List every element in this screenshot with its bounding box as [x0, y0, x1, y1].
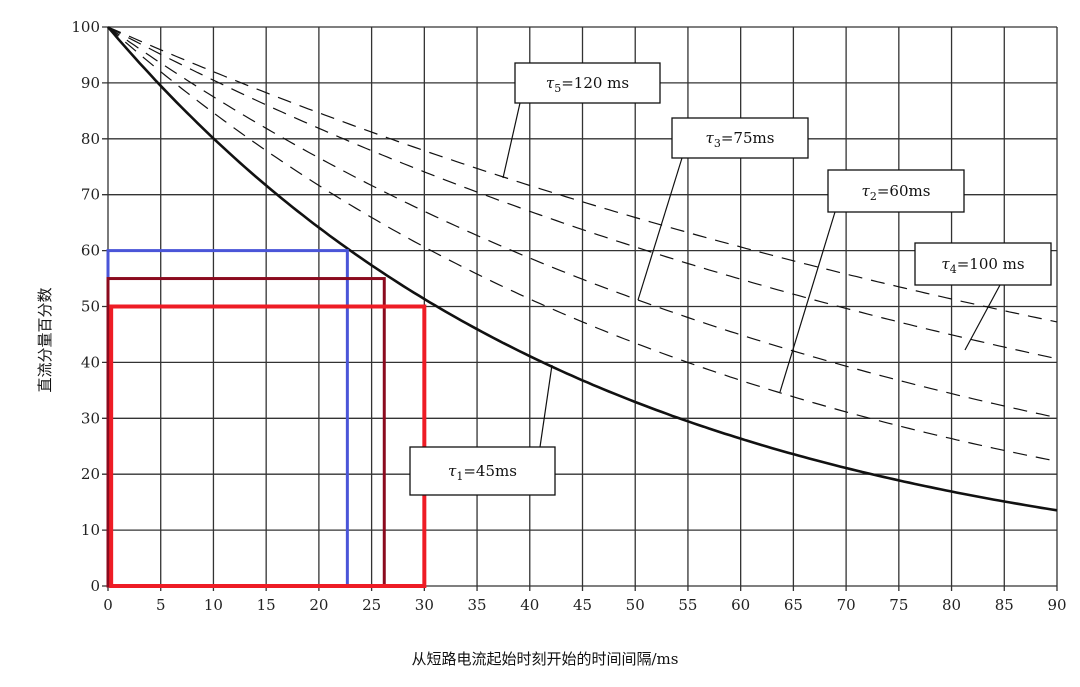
x-tick-label: 0 [103, 596, 113, 614]
label-box [827, 169, 965, 213]
y-tick-label: 100 [71, 18, 100, 36]
label-text: τ2=60ms [862, 182, 931, 203]
label-tau4: τ4=100 ms [914, 242, 1052, 351]
curves [107, 26, 1058, 512]
y-tick-label: 80 [81, 130, 100, 148]
x-tick-label: 5 [156, 596, 166, 614]
x-tick-label: 65 [784, 596, 803, 614]
highlight-rect [109, 304, 427, 588]
leader-line [502, 102, 521, 179]
x-tick-label: 50 [626, 596, 645, 614]
x-tick-label: 15 [257, 596, 276, 614]
curve-tau4 [107, 26, 1058, 360]
y-tick-label: 70 [81, 186, 100, 204]
label-tau1: τ1=45ms [409, 364, 556, 496]
x-tick-label: 70 [837, 596, 856, 614]
leader-line [637, 157, 683, 301]
highlight-rects [106, 249, 427, 588]
curve-tau3 [107, 26, 1058, 419]
label-box [409, 446, 556, 496]
curve-tau2 [107, 26, 1058, 462]
x-tick-label: 60 [731, 596, 750, 614]
curve-tau5 [107, 26, 1058, 323]
leader-line [964, 284, 1001, 351]
y-tick-label: 40 [81, 353, 100, 371]
x-tick-label: 85 [995, 596, 1014, 614]
label-text: τ3=75ms [706, 129, 775, 150]
x-tick-label: 45 [573, 596, 592, 614]
curve-tau1 [107, 26, 1058, 512]
x-tick-label: 80 [942, 596, 961, 614]
label-box [671, 117, 809, 159]
y-tick-label: 30 [81, 409, 100, 427]
label-text: τ4=100 ms [941, 255, 1024, 276]
leader-line [539, 364, 553, 448]
y-tick-label: 20 [81, 465, 100, 483]
label-tau2: τ2=60ms [779, 169, 965, 393]
y-axis-label: 直流分量百分数 [36, 287, 54, 392]
x-tick-label: 55 [678, 596, 697, 614]
label-box [914, 242, 1052, 286]
label-text: τ5=120 ms [546, 74, 629, 95]
y-tick-label: 0 [90, 577, 100, 595]
label-tau5: τ5=120 ms [502, 62, 661, 179]
x-tick-label: 20 [309, 596, 328, 614]
y-tick-label: 60 [81, 242, 100, 260]
x-tick-label: 25 [362, 596, 381, 614]
grid [102, 26, 1058, 591]
x-tick-label: 90 [1047, 596, 1066, 614]
x-tick-label: 30 [415, 596, 434, 614]
y-tick-label: 90 [81, 74, 100, 92]
x-tick-label: 10 [204, 596, 223, 614]
label-tau3: τ3=75ms [637, 117, 809, 301]
tick-labels: 0 5 10 15 20 25 30 35 40 45 50 55 60 65 70 75 80 85 90 0 10 2… [71, 18, 1066, 614]
x-tick-label: 75 [889, 596, 908, 614]
label-text: τ1=45ms [448, 462, 517, 483]
highlight-rect [106, 277, 386, 588]
x-tick-label: 40 [520, 596, 539, 614]
y-tick-label: 50 [81, 298, 100, 316]
x-axis-label: 从短路电流起始时刻开始的时间间隔/ms [412, 650, 679, 668]
label-box [514, 62, 661, 104]
curve-labels: τ1=45ms τ2=60ms τ3=75ms τ4=100 ms τ5=120 ms [409, 62, 1052, 496]
x-tick-label: 35 [468, 596, 487, 614]
y-tick-label: 10 [81, 521, 100, 539]
leader-line [779, 211, 836, 393]
